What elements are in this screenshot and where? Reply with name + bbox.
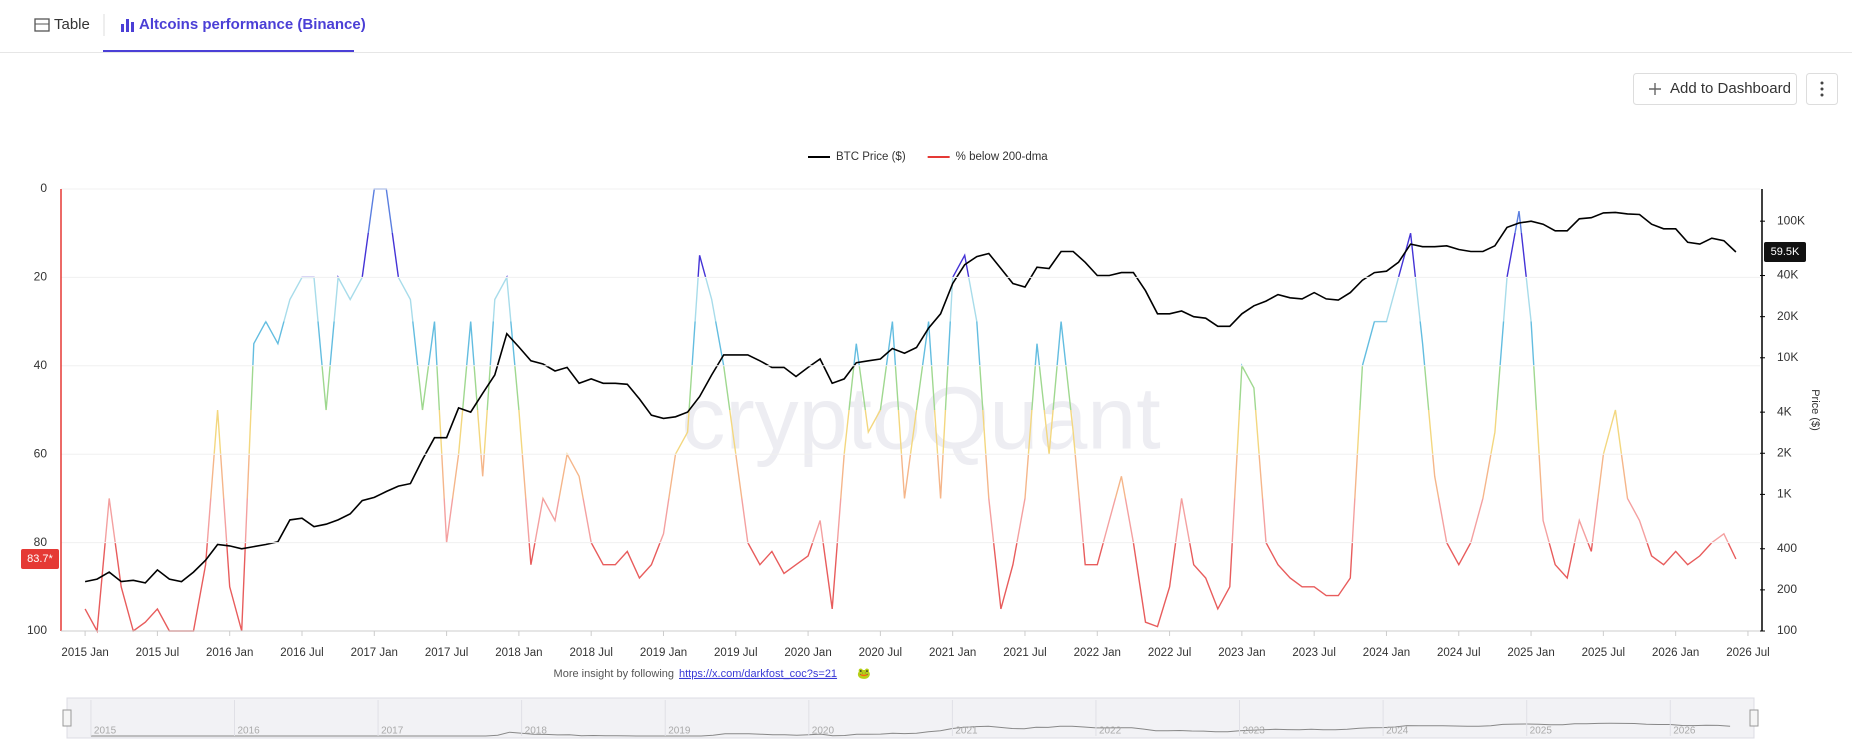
x-tick-label: 2020 Jul <box>859 647 902 659</box>
x-tick-label: 2015 Jul <box>136 647 179 659</box>
x-tick-label: 2022 Jul <box>1148 647 1191 659</box>
tab-chart[interactable]: Altcoins performance (Binance) <box>121 16 366 33</box>
navigator-line <box>90 722 1731 737</box>
x-tick-label: 2023 Jul <box>1292 647 1335 659</box>
tab-label: Table <box>54 16 90 33</box>
navigator-label: 2019 <box>668 726 691 737</box>
tab-label: Altcoins performance (Binance) <box>139 16 366 33</box>
footer-text: More insight by following <box>554 668 674 680</box>
navigator-label: 2022 <box>1099 726 1122 737</box>
table-icon <box>34 18 50 32</box>
y-tick-label: 40 <box>34 358 48 372</box>
y2-tick-label: 40K <box>1777 268 1798 282</box>
end-label: 83.7* <box>27 553 53 565</box>
x-tick-label: 2017 Jan <box>351 647 398 659</box>
navigator-label: 2020 <box>812 726 835 737</box>
navigator[interactable] <box>66 697 1755 739</box>
y-tick-label: 80 <box>34 535 48 549</box>
y-tick-label: 20 <box>34 270 48 284</box>
navigator-label: 2015 <box>94 726 117 737</box>
y2-tick-label: 100K <box>1777 213 1805 227</box>
x-tick-label: 2015 Jan <box>61 647 108 659</box>
navigator-label: 2023 <box>1243 726 1266 737</box>
x-tick-label: 2019 Jan <box>640 647 687 659</box>
x-tick-label: 2025 Jul <box>1582 647 1625 659</box>
y2-tick-label: 1K <box>1777 487 1792 501</box>
chart-icon <box>121 24 124 32</box>
navigator-label: 2025 <box>1530 726 1553 737</box>
y-tick-label: 0 <box>40 181 47 195</box>
navigator-label: 2018 <box>525 726 548 737</box>
x-tick-label: 2016 Jul <box>280 647 323 659</box>
x-tick-label: 2020 Jan <box>784 647 831 659</box>
navigator-label: 2026 <box>1673 726 1696 737</box>
end-label-box <box>1764 241 1806 262</box>
watermark: cryptoQuant <box>681 368 1160 467</box>
x-tick-label: 2017 Jul <box>425 647 468 659</box>
y2-tick-label: 400 <box>1777 541 1797 555</box>
navigator-label: 2016 <box>238 726 261 737</box>
x-tick-label: 2023 Jan <box>1218 647 1265 659</box>
navigator-label: 2024 <box>1386 726 1409 737</box>
y2-tick-label: 4K <box>1777 404 1792 418</box>
navigator-handle[interactable] <box>62 709 72 727</box>
y2-tick-label: 20K <box>1777 309 1798 323</box>
plus-icon <box>1649 83 1661 95</box>
x-tick-label: 2019 Jul <box>714 647 757 659</box>
end-label-box <box>21 548 59 569</box>
y2-tick-label: 200 <box>1777 582 1797 596</box>
y-tick-label: 60 <box>34 446 48 460</box>
add-to-dashboard-button[interactable]: Add to Dashboard <box>1633 73 1797 105</box>
x-tick-label: 2021 Jan <box>929 647 976 659</box>
y2-tick-label: 2K <box>1777 445 1792 459</box>
price-line <box>84 211 1737 584</box>
active-tab-underline <box>103 50 354 53</box>
x-tick-label: 2018 Jan <box>495 647 542 659</box>
button-label: Add to Dashboard <box>1670 80 1791 97</box>
y-tick-label: 100 <box>27 623 47 637</box>
navigator-label: 2017 <box>381 726 404 737</box>
x-tick-label: 2026 Jan <box>1652 647 1699 659</box>
legend-label[interactable]: BTC Price ($) <box>836 151 906 163</box>
y2-tick-label: 100 <box>1777 623 1797 637</box>
navigator-label: 2021 <box>955 726 978 737</box>
chart-icon <box>131 22 134 32</box>
x-tick-label: 2025 Jan <box>1507 647 1554 659</box>
x-tick-label: 2024 Jan <box>1363 647 1410 659</box>
x-tick-label: 2026 Jul <box>1726 647 1769 659</box>
y2-axis-title: Price ($) <box>1809 389 1821 431</box>
x-tick-label: 2016 Jan <box>206 647 253 659</box>
y2-tick-label: 10K <box>1777 350 1798 364</box>
x-tick-label: 2018 Jul <box>569 647 612 659</box>
more-button[interactable] <box>1806 73 1838 105</box>
tab-table[interactable]: Table <box>34 16 90 33</box>
chart-icon <box>126 19 129 32</box>
end-label: 59.5K <box>1771 246 1800 258</box>
footer-link[interactable]: https://x.com/darkfost_coc?s=21 <box>679 668 837 680</box>
x-tick-label: 2024 Jul <box>1437 647 1480 659</box>
legend-label[interactable]: % below 200-dma <box>956 151 1049 163</box>
x-tick-label: 2022 Jan <box>1074 647 1121 659</box>
x-tick-label: 2021 Jul <box>1003 647 1046 659</box>
footer-emoji: 🐸 <box>857 667 871 680</box>
navigator-handle[interactable] <box>1749 709 1759 727</box>
